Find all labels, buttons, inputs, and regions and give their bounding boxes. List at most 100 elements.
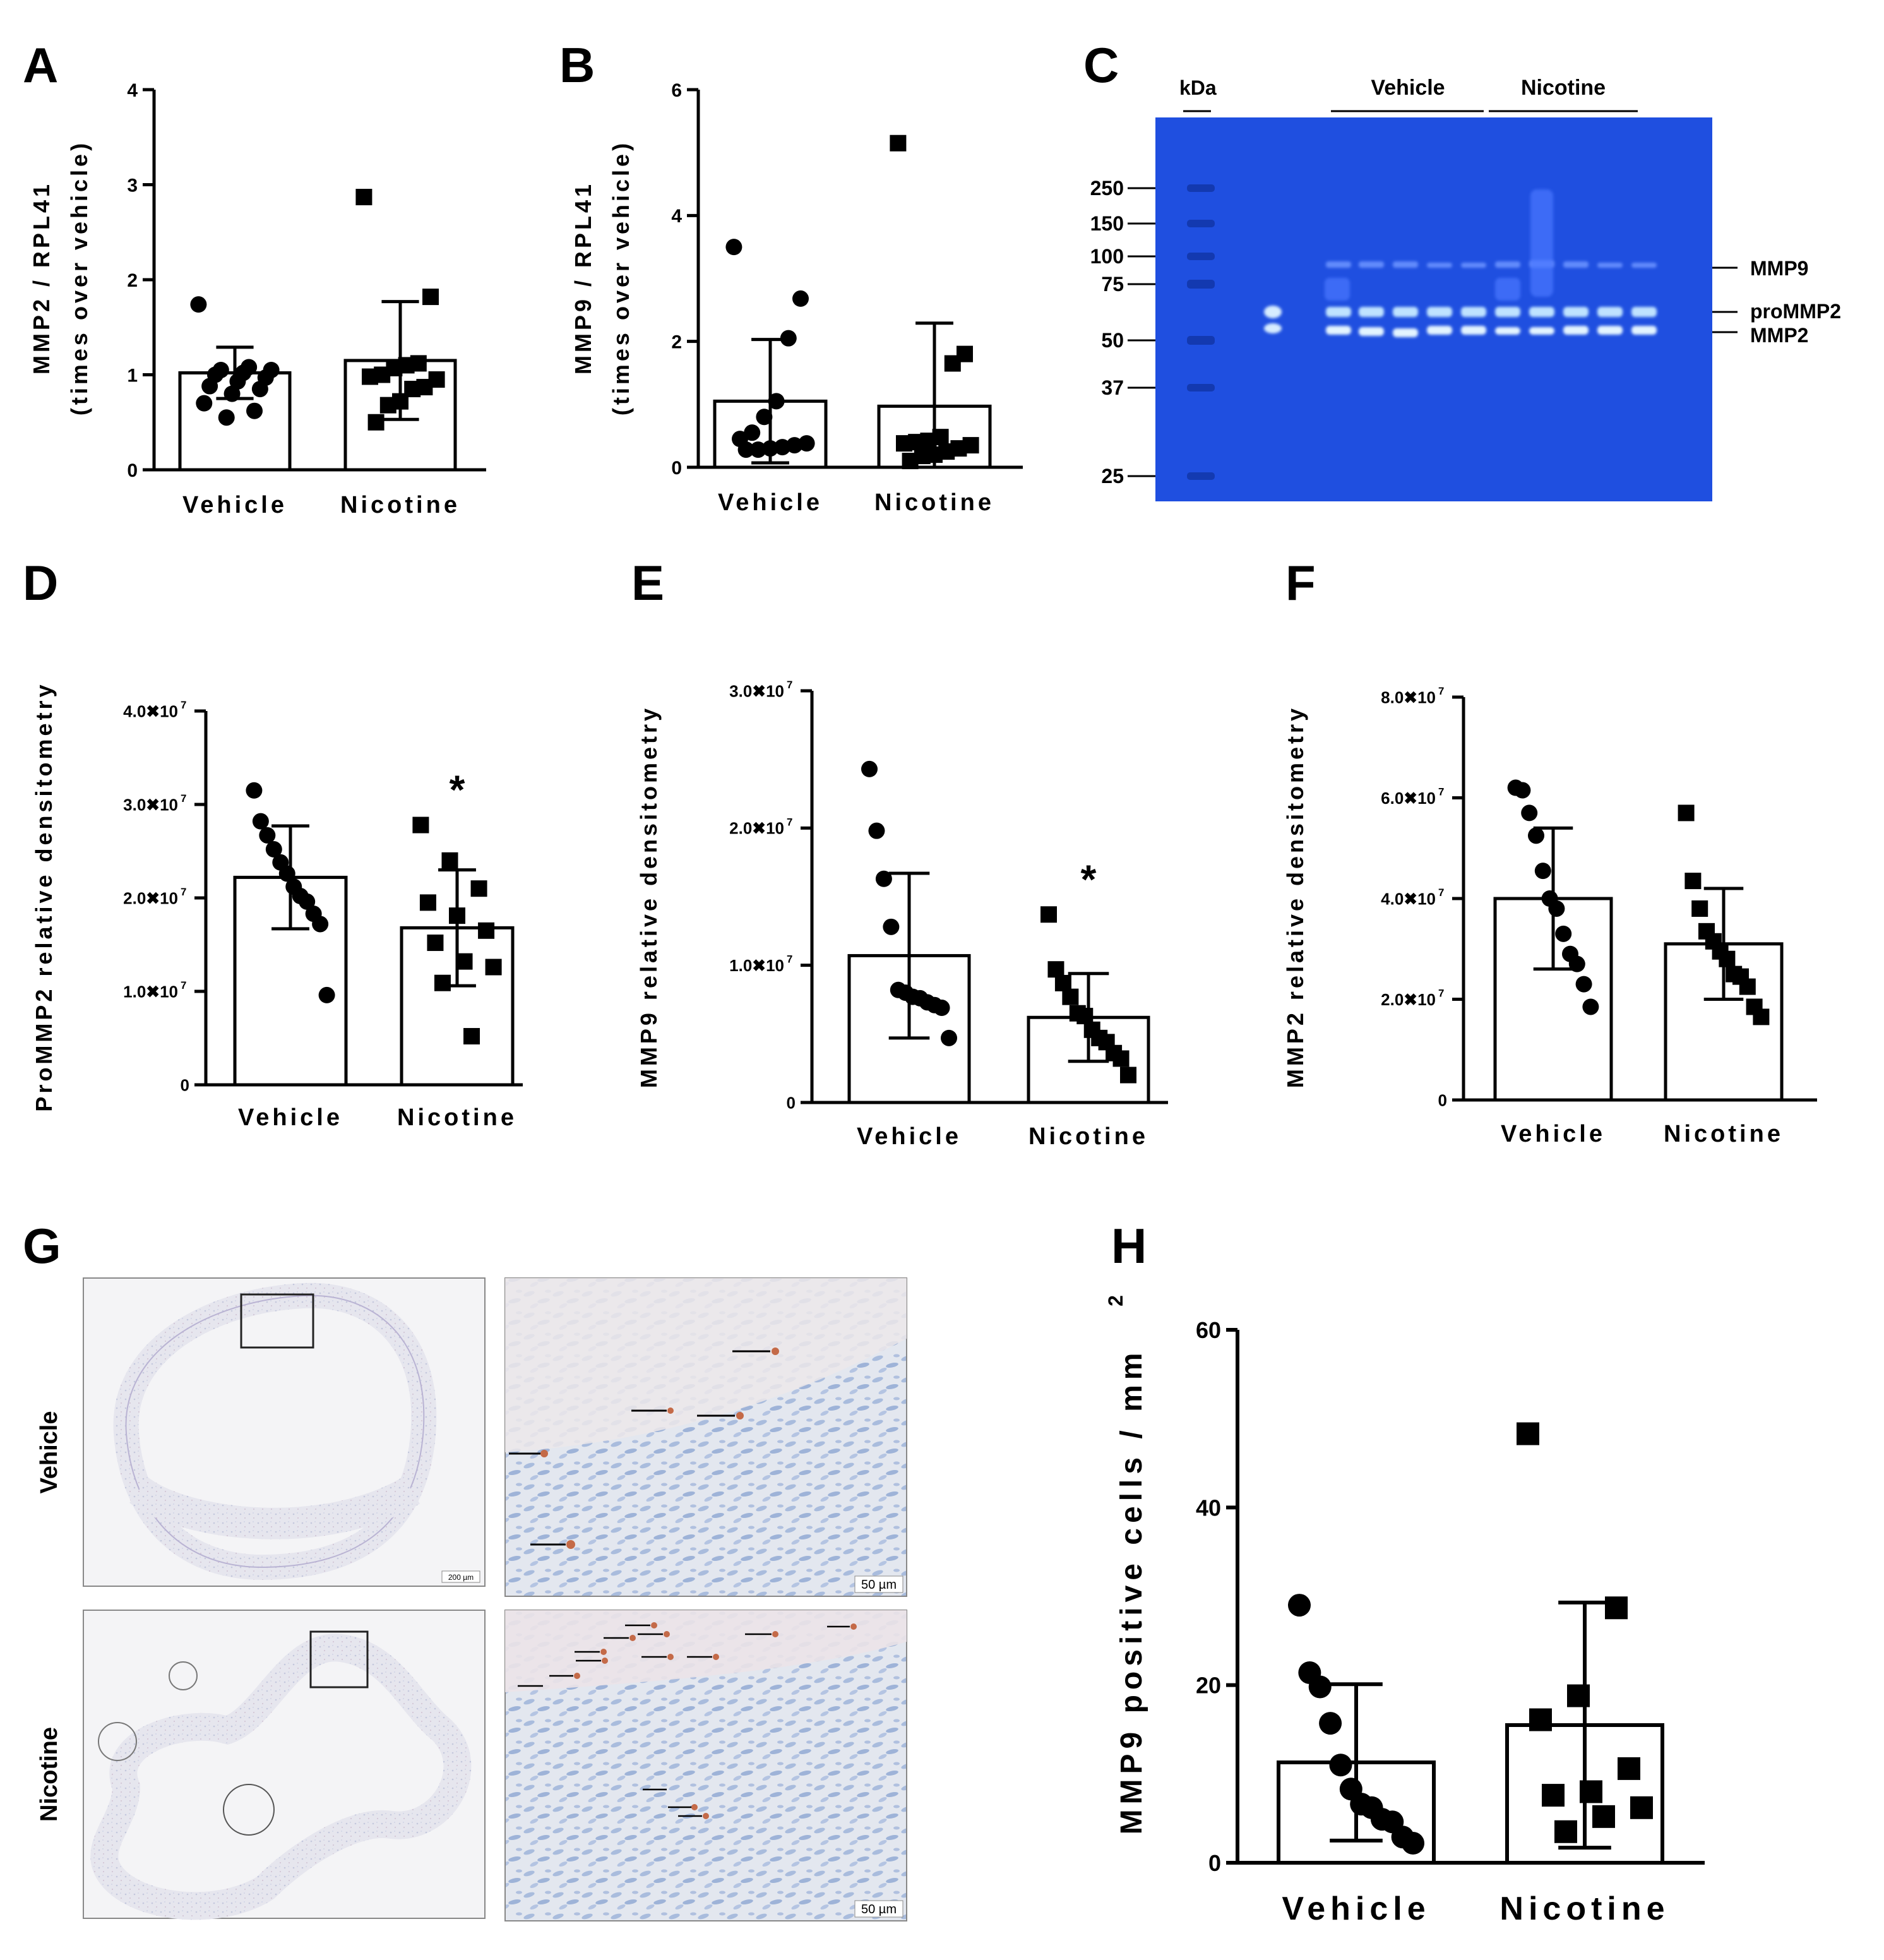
y-axis-label: MMP2 relative densitometry [1282, 705, 1308, 1088]
x-category-label-nicotine: Nicotine [1664, 1121, 1784, 1147]
sample-bands [1325, 189, 1657, 337]
data-point-nicotine [412, 816, 429, 834]
ladder-label-25: 25 [1101, 465, 1124, 487]
data-point-nicotine [463, 1028, 480, 1045]
y-tick-exponent: 7 [181, 699, 186, 711]
data-point-nicotine [355, 189, 373, 206]
band-label-prommp2: proMMP2 [1750, 300, 1841, 323]
data-point-nicotine [422, 289, 439, 306]
data-point-vehicle [744, 424, 761, 441]
data-point-vehicle [725, 239, 742, 256]
data-point-vehicle [229, 373, 246, 390]
y-tick-label: 2.0✖10 [1381, 990, 1436, 1009]
data-point-vehicle [883, 918, 900, 935]
data-point-nicotine [1567, 1684, 1590, 1707]
y-tick-label: 40 [1196, 1495, 1221, 1521]
scale-bar-50um-vehicle: 50 µm [861, 1578, 897, 1592]
data-point-vehicle [224, 385, 241, 402]
data-point-nicotine [1630, 1796, 1653, 1819]
histology-panel: Vehicle Nicotine 200 µm 50 µm [36, 1277, 907, 1921]
y-axis-label-secondary: (times over vehicle) [608, 140, 634, 415]
y-axis-label: MMP9 / RPL41 [570, 181, 596, 374]
gel-group-vehicle: Vehicle [1371, 76, 1445, 100]
x-category-label-nicotine: Nicotine [1028, 1123, 1148, 1150]
data-point-vehicle [1582, 998, 1599, 1015]
data-point-nicotine [1554, 1820, 1577, 1843]
data-point-vehicle [875, 870, 892, 887]
y-tick-exponent: 7 [787, 816, 792, 828]
data-point-vehicle [251, 381, 268, 398]
kda-label: kDa [1179, 76, 1217, 99]
data-point-nicotine [419, 894, 436, 911]
data-point-vehicle [318, 986, 335, 1003]
y-tick-label: 2 [671, 332, 682, 352]
histo-label-vehicle: Vehicle [36, 1411, 63, 1494]
y-tick-exponent: 7 [1438, 786, 1444, 798]
data-point-vehicle [768, 393, 785, 410]
data-point-nicotine [1112, 1050, 1130, 1067]
band-label-mmp9: MMP9 [1750, 257, 1808, 280]
y-tick-label: 2 [127, 270, 138, 291]
y-tick-exponent: 7 [181, 979, 186, 991]
data-point-nicotine [1047, 961, 1064, 978]
data-point-vehicle [265, 841, 282, 858]
data-point-vehicle [941, 1029, 957, 1046]
nicotine-high-mag-image: 50 µm [504, 1610, 907, 1921]
x-category-label-nicotine: Nicotine [874, 489, 994, 516]
data-point-vehicle [190, 296, 207, 313]
x-category-label-nicotine: Nicotine [340, 492, 460, 518]
panel-letter-E: E [631, 555, 664, 611]
data-point-nicotine [379, 397, 396, 414]
y-tick-label: 4.0✖10 [1381, 889, 1436, 908]
y-tick-label: 4 [127, 80, 138, 101]
data-point-nicotine [1076, 1008, 1094, 1025]
data-point-vehicle [786, 437, 803, 454]
data-point-vehicle [1308, 1675, 1332, 1699]
vehicle-low-mag-image: 200 µm [83, 1277, 486, 1587]
data-point-vehicle [246, 402, 263, 419]
data-point-vehicle [201, 378, 218, 395]
significance-marker: * [1081, 856, 1097, 902]
data-point-nicotine [1592, 1805, 1615, 1828]
data-point-vehicle [299, 893, 316, 910]
y-tick-label: 1.0✖10 [123, 982, 178, 1001]
standard-lane [1264, 306, 1282, 333]
y-tick-label: 1.0✖10 [729, 956, 784, 975]
data-point-nicotine [944, 355, 961, 372]
chart-b: 0 2 4 6 Vehicle Nicotine MMP9 / RPL41 (times ov… [570, 80, 1023, 516]
x-category-label-vehicle: Vehicle [1282, 1891, 1430, 1927]
ladder-label-75: 75 [1101, 273, 1124, 296]
data-point-vehicle [798, 435, 815, 452]
data-point-nicotine [362, 368, 378, 385]
ladder-label-150: 150 [1090, 212, 1124, 235]
stain-arrows-vehicle [509, 1350, 770, 1546]
y-tick-label: 6.0✖10 [1381, 789, 1436, 808]
panel-letter-D: D [23, 555, 58, 611]
data-point-vehicle [861, 760, 878, 777]
panel-letter-G: G [23, 1218, 61, 1274]
data-point-nicotine [434, 974, 451, 991]
x-category-label-vehicle: Vehicle [1501, 1121, 1606, 1147]
y-axis-label: MMP9 positive cells / mm [1115, 1348, 1148, 1835]
chart-a: 0 1 2 3 4 Vehicle Nicotine MMP2 / RPL41 (times o… [28, 80, 486, 518]
data-point-nicotine [1529, 1708, 1552, 1731]
data-point-nicotine [1054, 974, 1071, 991]
vehicle-high-mag-image: 50 µm [504, 1277, 907, 1597]
y-tick-label: 4 [671, 206, 682, 227]
data-point-nicotine [1618, 1757, 1640, 1780]
data-point-vehicle [312, 916, 329, 933]
data-point-nicotine [367, 414, 385, 431]
y-tick-label: 0 [1208, 1850, 1221, 1876]
data-point-nicotine [1678, 804, 1695, 822]
y-tick-label: 1 [127, 365, 138, 386]
data-point-nicotine [1605, 1596, 1628, 1620]
data-point-vehicle [218, 409, 235, 426]
data-point-vehicle [1329, 1754, 1352, 1777]
y-tick-label: 8.0✖10 [1381, 688, 1436, 707]
data-point-nicotine [896, 435, 912, 452]
data-point-vehicle [933, 1000, 950, 1017]
x-category-label-vehicle: Vehicle [718, 489, 823, 516]
ladder-markers: 250 150 100 75 50 37 25 [1090, 177, 1155, 487]
